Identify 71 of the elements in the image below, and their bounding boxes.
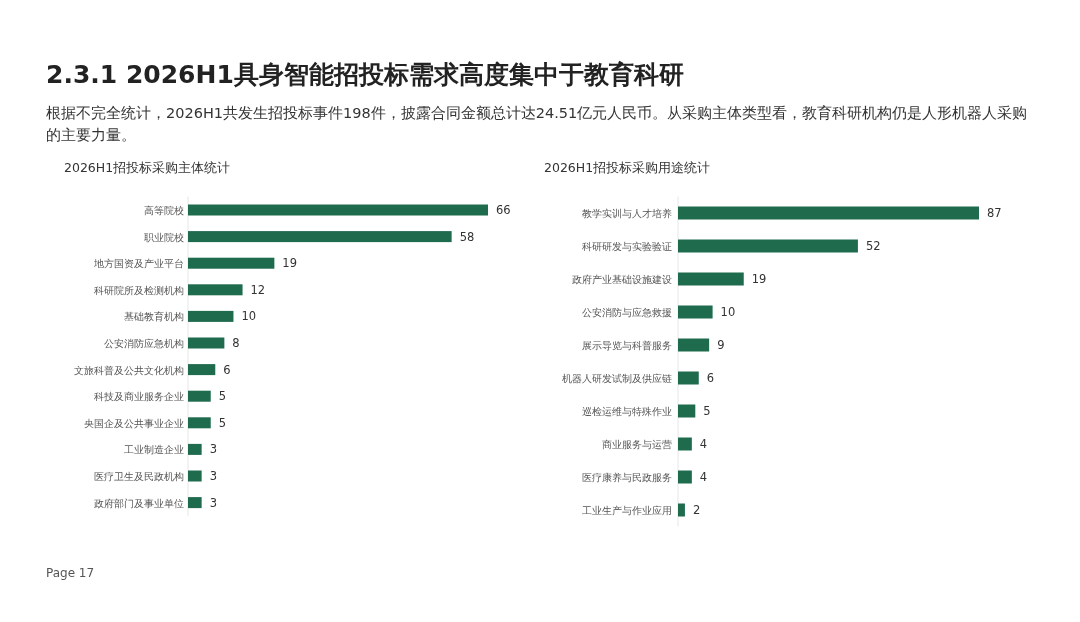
bar: [678, 305, 713, 319]
bar: [188, 284, 243, 296]
bar: [188, 204, 488, 216]
text: 2.3.1 2026H1具身智能招投标需求高度集中于教育科研: [46, 59, 684, 91]
y-tick-label: 科技及商业服务企业: [94, 391, 184, 403]
data-label: 52: [865, 239, 881, 253]
bar: [678, 371, 699, 385]
chart-title: 2026H1招投标采购用途统计: [544, 160, 711, 175]
bar: [188, 470, 202, 482]
data-label: 4: [699, 437, 708, 451]
text: 根据不完全统计，2026H1共发生招投标事件198件，披露合同金额总计达24.51亿元人民币。从采购主体类型看，教育科研机构仍是人形机器人采购的主要力量。: [46, 104, 1029, 145]
y-tick-label: 教学实训与人才培养: [582, 208, 672, 219]
y-tick-label: 文旅科普及公共文化机构: [74, 364, 184, 376]
bar: [188, 390, 211, 402]
text: Page 17: [46, 566, 95, 580]
y-tick-label: 工业生产与作业应用: [582, 505, 672, 516]
y-tick-label: 展示导览与科普服务: [582, 340, 672, 351]
bar: [188, 497, 202, 509]
bar: [188, 337, 225, 349]
bar: [188, 364, 216, 376]
y-tick-label: 科研院所及检测机构: [94, 284, 184, 296]
y-tick-label: 公安消防应急机构: [104, 338, 184, 349]
data-label: 3: [209, 495, 217, 510]
bar: [678, 437, 692, 451]
data-label: 87: [987, 206, 1002, 220]
y-tick-label: 基础教育机构: [124, 311, 184, 323]
data-label: 4: [699, 470, 708, 484]
data-label: 10: [720, 305, 736, 319]
data-label: 3: [209, 469, 217, 483]
bar: [678, 338, 710, 352]
y-tick-label: 政府部门及事业单位: [94, 497, 184, 509]
data-label: 6: [223, 362, 231, 377]
y-tick-label: 高等院校: [144, 205, 184, 216]
y-tick-label: 职业院校: [144, 231, 184, 243]
data-label: 58: [459, 229, 475, 244]
data-label: 2: [692, 503, 701, 517]
data-label: 66: [496, 203, 511, 217]
bar: [188, 443, 202, 455]
y-tick-label: 地方国资及产业平台: [93, 258, 184, 270]
bar: [678, 239, 858, 253]
y-tick-label: 医疗康养与民政服务: [582, 472, 672, 483]
chart-title: 2026H1招投标采购主体统计: [64, 160, 231, 175]
data-label: 19: [751, 272, 767, 286]
y-tick-label: 工业制造企业: [124, 444, 184, 456]
data-label: 10: [241, 309, 257, 324]
bar: [188, 257, 275, 269]
y-tick-label: 医疗卫生及民政机构: [94, 471, 184, 482]
data-label: 12: [250, 282, 266, 297]
data-label: 9: [717, 338, 725, 352]
bar: [678, 470, 692, 484]
bar: [678, 404, 696, 418]
data-label: 5: [218, 415, 227, 430]
bar: [678, 272, 744, 286]
y-tick-label: 公安消防与应急救援: [582, 307, 672, 318]
data-label: 5: [703, 404, 711, 418]
bar: [188, 310, 234, 322]
bar: [188, 231, 452, 243]
data-label: 3: [209, 442, 217, 457]
y-tick-label: 商业服务与运营: [602, 439, 672, 450]
data-label: 8: [232, 336, 240, 350]
data-label: 5: [218, 389, 227, 404]
bar: [188, 417, 211, 429]
y-tick-label: 机器人研发试制及供应链: [562, 373, 672, 384]
y-tick-label: 政府产业基础设施建设: [572, 274, 672, 285]
data-label: 19: [282, 256, 297, 271]
bar: [678, 503, 685, 517]
data-label: 6: [706, 371, 715, 385]
y-tick-label: 科研研发与实验验证: [582, 241, 672, 252]
y-tick-label: 央国企及公共事业企业: [84, 417, 184, 429]
bar: [678, 206, 979, 220]
y-tick-label: 巡检运维与特殊作业: [582, 406, 672, 417]
